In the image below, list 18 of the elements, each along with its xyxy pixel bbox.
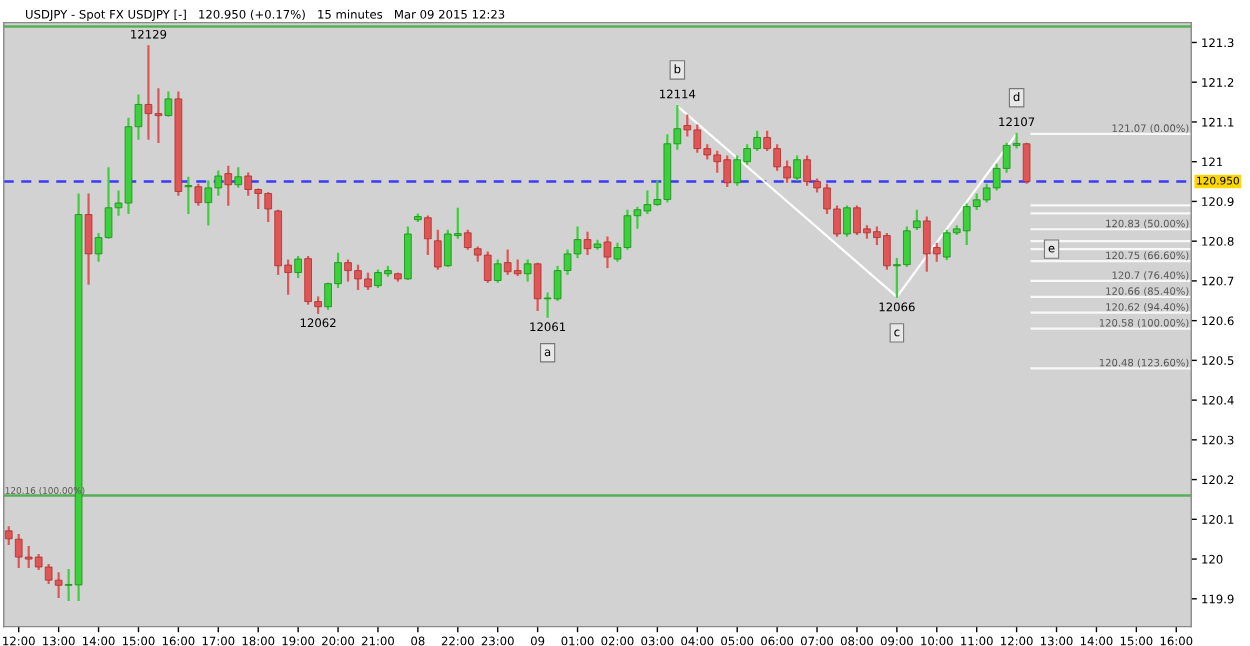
candlestick [234, 167, 243, 188]
candlestick [294, 255, 302, 279]
candlestick [533, 262, 542, 312]
candlestick [1022, 142, 1031, 184]
candlestick [523, 259, 532, 282]
candlestick [434, 229, 442, 270]
candlestick [224, 165, 233, 206]
candlestick [184, 176, 193, 215]
candlestick [793, 155, 801, 181]
candlestick [603, 236, 612, 269]
candlestick [583, 231, 592, 255]
candlestick [404, 226, 412, 281]
candlestick [843, 205, 851, 237]
candlestick [493, 259, 502, 283]
candlestick [424, 215, 432, 255]
candlestick [84, 193, 93, 285]
candlestick [164, 91, 173, 117]
candlestick [194, 183, 203, 206]
